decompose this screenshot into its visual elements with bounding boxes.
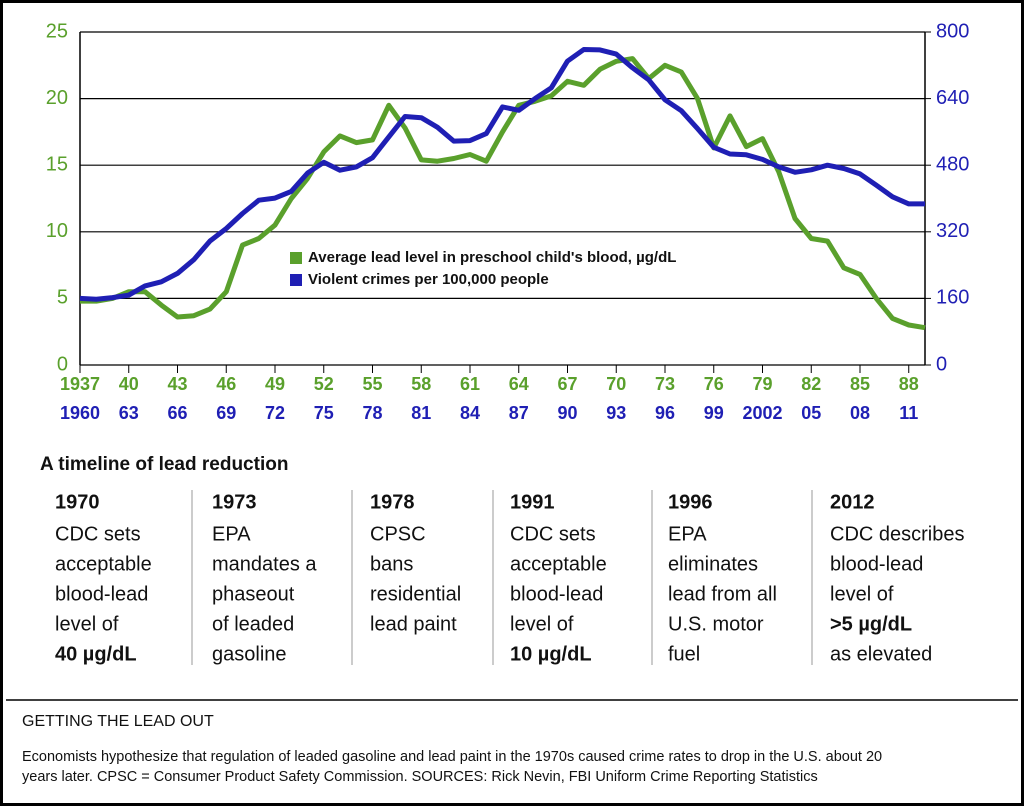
- x2-tick-label: 1960: [60, 403, 100, 423]
- x2-tick-label: 78: [362, 403, 382, 423]
- x-tick-label: 64: [509, 374, 529, 394]
- x2-tick-label: 2002: [742, 403, 782, 423]
- event-text: blood-lead: [55, 583, 148, 605]
- x2-tick-label: 96: [655, 403, 675, 423]
- event-year: 1978: [370, 491, 415, 513]
- event-emphasis: 40 µg/dL: [55, 643, 137, 665]
- event-text: residential: [370, 583, 461, 605]
- x-tick-label: 85: [850, 374, 870, 394]
- event-text: level of: [830, 583, 894, 605]
- x2-tick-label: 69: [216, 403, 236, 423]
- event-year: 1970: [55, 491, 100, 513]
- x-tick-label: 55: [362, 374, 382, 394]
- event-text: CDC describes: [830, 523, 964, 545]
- y2-tick-label: 480: [936, 153, 969, 175]
- x2-tick-label: 05: [801, 403, 821, 423]
- y-tick-label: 10: [46, 220, 68, 242]
- event-year: 1991: [510, 491, 555, 513]
- timeline-title: A timeline of lead reduction: [40, 454, 288, 475]
- event-text: blood-lead: [510, 583, 603, 605]
- x-tick-label: 67: [557, 374, 577, 394]
- event-text: EPA: [212, 523, 251, 545]
- x-tick-label: 52: [314, 374, 334, 394]
- x-tick-label: 76: [704, 374, 724, 394]
- x2-tick-label: 66: [167, 403, 187, 423]
- x-tick-label: 73: [655, 374, 675, 394]
- x-tick-label: 70: [606, 374, 626, 394]
- x2-tick-label: 84: [460, 403, 480, 423]
- event-text: acceptable: [510, 553, 607, 575]
- x2-tick-label: 81: [411, 403, 431, 423]
- y2-tick-label: 640: [936, 87, 969, 109]
- event-year: 1996: [668, 491, 713, 513]
- event-text: level of: [510, 613, 574, 635]
- x2-tick-label: 93: [606, 403, 626, 423]
- event-text: blood-lead: [830, 553, 923, 575]
- x-tick-label: 40: [119, 374, 139, 394]
- x2-tick-label: 72: [265, 403, 285, 423]
- event-emphasis: 10 µg/dL: [510, 643, 592, 665]
- x2-tick-label: 08: [850, 403, 870, 423]
- event-text: as elevated: [830, 643, 932, 665]
- x-tick-label: 61: [460, 374, 480, 394]
- event-text: eliminates: [668, 553, 758, 575]
- event-text: CPSC: [370, 523, 426, 545]
- y2-tick-label: 320: [936, 220, 969, 242]
- y2-tick-label: 800: [936, 20, 969, 42]
- x-tick-label: 58: [411, 374, 431, 394]
- legend-label: Violent crimes per 100,000 people: [308, 271, 549, 288]
- series-line: [80, 56, 926, 331]
- event-text: fuel: [668, 643, 700, 665]
- event-text: lead paint: [370, 613, 457, 635]
- event-emphasis: >5 µg/dL: [830, 613, 912, 635]
- x-tick-label: 1937: [60, 374, 100, 394]
- x-tick-label: 82: [801, 374, 821, 394]
- x2-tick-label: 87: [509, 403, 529, 423]
- event-text: CDC sets: [510, 523, 596, 545]
- y-tick-label: 15: [46, 153, 68, 175]
- x-tick-label: 46: [216, 374, 236, 394]
- y-tick-label: 20: [46, 87, 68, 109]
- event-text: acceptable: [55, 553, 152, 575]
- event-text: U.S. motor: [668, 613, 764, 635]
- caption-title: GETTING THE LEAD OUT: [22, 713, 214, 730]
- event-text: CDC sets: [55, 523, 141, 545]
- y2-tick-label: 0: [936, 353, 947, 375]
- series-line: [79, 47, 925, 302]
- x-tick-label: 49: [265, 374, 285, 394]
- y-tick-label: 25: [46, 20, 68, 42]
- event-text: bans: [370, 553, 413, 575]
- y-tick-label: 0: [57, 353, 68, 375]
- event-text: lead from all: [668, 583, 777, 605]
- event-text: mandates a: [212, 553, 317, 575]
- caption-text: years later. CPSC = Consumer Product Saf…: [22, 769, 818, 785]
- x2-tick-label: 90: [557, 403, 577, 423]
- event-text: EPA: [668, 523, 707, 545]
- event-year: 2012: [830, 491, 875, 513]
- event-year: 1973: [212, 491, 257, 513]
- event-text: level of: [55, 613, 119, 635]
- x-tick-label: 79: [752, 374, 772, 394]
- caption-text: Economists hypothesize that regulation o…: [22, 749, 882, 765]
- event-text: phaseout: [212, 583, 295, 605]
- x2-tick-label: 99: [704, 403, 724, 423]
- x-tick-label: 88: [899, 374, 919, 394]
- legend-swatch: [290, 274, 302, 286]
- y2-tick-label: 160: [936, 287, 969, 309]
- event-text: gasoline: [212, 643, 287, 665]
- x-tick-label: 43: [167, 374, 187, 394]
- event-text: of leaded: [212, 613, 294, 635]
- legend-swatch: [290, 252, 302, 264]
- x2-tick-label: 63: [119, 403, 139, 423]
- x2-tick-label: 75: [314, 403, 334, 423]
- legend-label: Average lead level in preschool child's …: [308, 249, 676, 266]
- x2-tick-label: 11: [899, 403, 918, 423]
- y-tick-label: 5: [57, 287, 68, 309]
